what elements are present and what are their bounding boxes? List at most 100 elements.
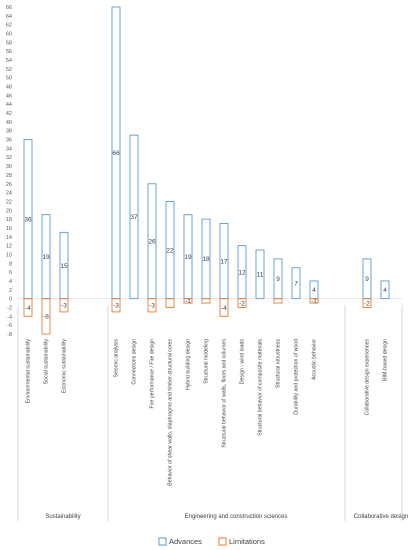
category-label: Durability and protection of wood: [294, 339, 300, 415]
y-tick-label: 12: [6, 244, 12, 250]
category-label: Economic sustainability: [62, 339, 68, 393]
y-tick-label: 8: [9, 261, 12, 267]
data-label-advances: 22: [166, 247, 174, 254]
data-label-advances: 19: [42, 254, 50, 261]
bars: [23, 6, 390, 335]
y-tick-label: 4: [9, 279, 12, 285]
category-label: Environmental sustainability: [26, 339, 32, 404]
bar-advances: [380, 280, 390, 300]
data-label-advances: 66: [112, 150, 120, 157]
y-tick-label: 14: [6, 235, 12, 241]
data-label-advances: 15: [60, 263, 68, 270]
data-label-limitations: -1: [185, 298, 191, 305]
y-tick-label: 50: [6, 76, 12, 82]
data-label-advances: 9: [276, 276, 280, 283]
data-label-advances: 4: [383, 287, 387, 294]
category-label: Connections design: [132, 339, 138, 385]
category-label: Hybrid building design: [186, 339, 192, 390]
y-tick-label: 32: [6, 155, 12, 161]
bar-limitations: [309, 298, 319, 304]
y-tick-label: 46: [6, 93, 12, 99]
bar-limitations: [237, 298, 247, 308]
y-tick-label: 28: [6, 173, 12, 179]
bar-limitations: [273, 298, 283, 304]
category-label: Structural robustness: [276, 339, 282, 388]
y-tick-label: 60: [6, 32, 12, 38]
group-labels: Sustainability Engineering and constructi…: [17, 305, 408, 521]
data-label-advances: 37: [130, 214, 138, 221]
data-label-advances: 4: [312, 287, 316, 294]
legend-swatch-advances: [158, 537, 167, 546]
category-label: Social sustainability: [44, 339, 50, 385]
y-tick-label: -6: [7, 323, 12, 329]
y-axis: -8-6-4-202468101214161820222426283032343…: [6, 5, 402, 338]
y-tick-label: 40: [6, 120, 12, 126]
data-label-limitations: -4: [221, 305, 227, 312]
category-label: Behavior of shear walls, diaphragms and …: [168, 339, 174, 486]
data-label-advances: 12: [238, 269, 246, 276]
category-label: Structural behavior of walls, floors and…: [222, 339, 228, 448]
y-tick-label: 62: [6, 23, 12, 29]
y-tick-label: 26: [6, 182, 12, 188]
bar-limitations: [59, 298, 69, 313]
data-label-limitations: -3: [61, 303, 67, 310]
group-label: Engineering and construction sciences: [185, 514, 288, 520]
bar-limitations: [183, 298, 193, 304]
bar-advances: [291, 267, 301, 300]
y-tick-label: -4: [7, 314, 12, 320]
y-tick-label: 64: [6, 14, 12, 20]
data-label-limitations: -4: [25, 305, 31, 312]
y-tick-label: 24: [6, 191, 12, 197]
y-tick-label: 66: [6, 5, 12, 11]
y-tick-label: 20: [6, 208, 12, 214]
bar-limitations: [111, 298, 121, 313]
legend-label-limitations: Limitations: [229, 537, 265, 546]
bar-limitations: [219, 298, 229, 317]
y-tick-label: 6: [9, 270, 12, 276]
bar-limitations: [41, 298, 51, 335]
y-tick-label: 38: [6, 129, 12, 135]
y-tick-label: 0: [9, 297, 12, 303]
data-label-advances: 7: [294, 280, 298, 287]
data-label-limitations: -3: [149, 303, 155, 310]
y-tick-label: 44: [6, 102, 12, 108]
y-tick-label: 22: [6, 199, 12, 205]
category-label: Collaborative design experiences: [365, 339, 371, 416]
bar-limitations: [147, 298, 157, 313]
bar-limitations: [165, 298, 175, 308]
y-tick-label: 52: [6, 67, 12, 73]
data-label-advances: 36: [24, 216, 32, 223]
data-label-advances: 18: [202, 256, 210, 263]
category-label: Structural modeling: [204, 339, 210, 384]
category-label: Fire performance / Fire design: [150, 339, 156, 409]
bar-advances: [255, 249, 265, 300]
category-label: Design - wind loads: [240, 339, 246, 385]
legend: Advances Limitations: [158, 537, 265, 546]
data-label-advances: 26: [148, 239, 156, 246]
y-tick-label: 34: [6, 146, 12, 152]
group-label: Collaborative design: [354, 514, 408, 520]
y-tick-label: -2: [7, 305, 12, 311]
category-label: Structural behavior of composite materia…: [258, 339, 264, 436]
category-label: Acoustic behavior: [312, 339, 318, 380]
data-label-limitations: -8: [43, 314, 49, 321]
legend-label-advances: Advances: [169, 537, 202, 546]
legend-swatch-limitations: [218, 537, 227, 546]
y-tick-label: 16: [6, 226, 12, 232]
y-tick-label: -8: [7, 332, 12, 338]
y-tick-label: 36: [6, 138, 12, 144]
data-label-advances: 11: [257, 272, 264, 279]
bar-limitations: [23, 298, 33, 317]
y-tick-label: 42: [6, 111, 12, 117]
data-label-limitations: -2: [239, 300, 245, 307]
data-label-advances: 17: [220, 258, 228, 265]
data-label-limitations: -2: [364, 300, 370, 307]
category-labels: Environmental sustainability Social susta…: [26, 339, 389, 486]
y-tick-label: 30: [6, 164, 12, 170]
category-label: BIM-based design: [383, 339, 389, 381]
data-label-limitations: -1: [311, 298, 317, 305]
data-labels: 36 -4 19 -8 15 -3 66 -3 37 26 -3 22 19 -1 18 17 -4 12 -2 11…: [24, 150, 387, 321]
y-tick-label: 58: [6, 40, 12, 46]
data-label-advances: 9: [365, 276, 369, 283]
